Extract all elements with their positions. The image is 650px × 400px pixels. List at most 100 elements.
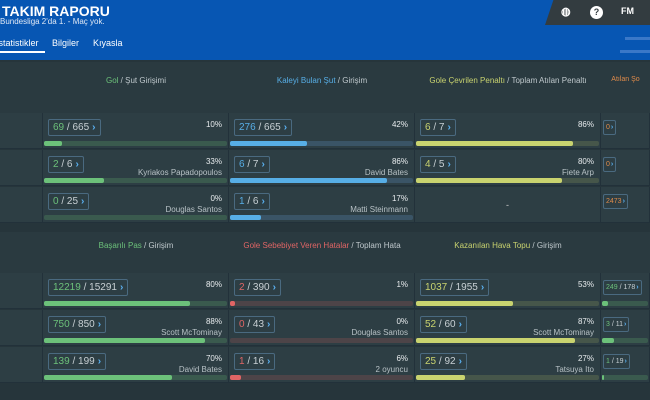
stat-value-button[interactable]: 69 / 665 › (48, 119, 101, 136)
stat-value: 750 (53, 319, 70, 330)
stat-value-button[interactable]: 25 / 92 › (420, 353, 467, 370)
active-tab-indicator (0, 51, 45, 53)
chevron-right-icon: › (75, 159, 79, 170)
stat-cell: 2473› (601, 187, 650, 223)
stat-total: 665 (72, 122, 90, 133)
stat-value-button[interactable]: 6 / 7 › (420, 119, 456, 136)
progress-bar (44, 338, 227, 343)
stat-percent: 53% (577, 280, 594, 289)
stat-percent: 87% (577, 317, 594, 326)
progress-fill (416, 338, 576, 343)
player-name: Kyriakos Papadopoulos (137, 168, 222, 177)
stat-percent: 86% (577, 120, 594, 129)
progress-bar (602, 338, 648, 343)
stat-value: 52 (425, 319, 437, 330)
stat-value-button[interactable]: 3 / 11› (603, 317, 630, 332)
stat-value-button[interactable]: 0› (603, 157, 617, 172)
chevron-right-icon: › (81, 196, 85, 207)
chevron-right-icon: › (458, 356, 462, 367)
stat-cell: 69 / 665 › 10% (43, 113, 229, 149)
column-header-metric: Gole Sebebiyet Veren Hatalar (243, 240, 350, 250)
stat-cell: 249 / 178› (601, 273, 650, 309)
help-icon[interactable]: ? (590, 6, 603, 19)
tab-info[interactable]: Bilgiler (52, 38, 80, 48)
stat-cell: 1 / 6 › 17% Matti Steinmann (229, 187, 415, 223)
stat-value-button[interactable]: 52 / 60 › (420, 316, 467, 333)
chevron-right-icon: › (447, 159, 451, 170)
progress-fill (230, 178, 388, 183)
stat-value-button[interactable]: 139 / 199 › (48, 353, 107, 370)
stat-total: 15291 (89, 282, 117, 293)
stat-value-button[interactable]: 1037 / 1955 › (420, 279, 490, 296)
player-name: Scott McTominay (533, 328, 594, 337)
stat-total: 92 (444, 356, 456, 367)
stat-value: 2 (239, 282, 245, 293)
stat-value: 0 (606, 124, 610, 131)
stat-value-button[interactable]: 2 / 6 › (48, 156, 84, 173)
stat-value-button[interactable]: 276 / 665 › (234, 119, 293, 136)
stat-percent: 10% (205, 120, 222, 129)
row-label (0, 347, 43, 383)
stat-value-button[interactable]: 0 / 43 › (234, 316, 276, 333)
column-header: Gole Sebebiyet Veren Hatalar / Toplam Ha… (229, 241, 415, 250)
player-name: Douglas Santos (165, 205, 222, 214)
row-label (0, 310, 43, 346)
stat-cell: 0 / 43 › 0% Douglas Santos (229, 310, 415, 346)
stat-value-button[interactable]: 2473› (603, 194, 628, 209)
fm-menu-button[interactable]: FM (621, 6, 634, 16)
stat-total: 25 (66, 196, 79, 207)
column-header-base: / Girişim (141, 240, 174, 250)
stat-total: 6 (66, 159, 73, 170)
stat-value: 249 (606, 284, 618, 291)
chevron-right-icon: › (622, 198, 625, 205)
column-header-metric: Atılan Şo (611, 75, 640, 83)
stat-value-button[interactable]: 0 / 25 › (48, 193, 90, 210)
column-header: Gole Çevrilen Penaltı / Toplam Atılan Pe… (415, 76, 601, 85)
stat-value: 1 (606, 358, 610, 365)
stat-value-button[interactable]: 1 / 16 › (234, 353, 276, 370)
stat-value-button[interactable]: 0› (603, 120, 617, 135)
stat-value-button[interactable]: 1 / 19› (603, 354, 630, 369)
player-name: David Bates (178, 365, 222, 374)
column-header: Kazanılan Hava Topu / Girişim (415, 241, 601, 250)
stat-value-button[interactable]: 6 / 7 › (234, 156, 270, 173)
stat-percent: 80% (577, 157, 594, 166)
progress-fill (602, 375, 605, 380)
stat-percent: 80% (205, 280, 222, 289)
player-name: Douglas Santos (351, 328, 408, 337)
stat-total: 43 (252, 319, 265, 330)
player-name: 2 oyuncu (375, 365, 408, 374)
tab-statistics[interactable]: İstatistikler (0, 38, 39, 48)
progress-fill (230, 141, 307, 146)
chevron-right-icon: › (624, 358, 627, 365)
chevron-right-icon: › (261, 196, 265, 207)
stat-total: 850 (78, 319, 95, 330)
stat-total: 19 (615, 358, 624, 365)
section-header (0, 62, 650, 113)
column-header-metric: Kazanılan Hava Topu (454, 240, 531, 250)
stat-value-button[interactable]: 249 / 178› (603, 280, 642, 295)
progress-bar (416, 141, 599, 146)
tab-compare[interactable]: Kıyasla (93, 38, 123, 48)
stat-value: 0 (53, 196, 59, 207)
stat-value-button[interactable]: 12219 / 15291 › (48, 279, 129, 296)
globe-icon[interactable]: ◍ (561, 6, 571, 18)
stat-value-button[interactable]: 4 / 5 › (420, 156, 456, 173)
chevron-right-icon: › (480, 282, 485, 293)
stat-value-button[interactable]: 750 / 850 › (48, 316, 107, 333)
stat-value-button[interactable]: 1 / 6 › (234, 193, 270, 210)
stat-value: 2473 (606, 198, 622, 205)
chevron-right-icon: › (119, 282, 124, 293)
stat-total: 16 (252, 356, 265, 367)
stat-cell: - (415, 187, 601, 223)
progress-bar (602, 375, 648, 380)
stat-value: 276 (239, 122, 256, 133)
stat-cell: 276 / 665 › 42% (229, 113, 415, 149)
stat-value-button[interactable]: 2 / 390 › (234, 279, 281, 296)
decor-stripe (625, 37, 650, 40)
stat-percent: 88% (205, 317, 222, 326)
chevron-right-icon: › (261, 159, 265, 170)
chevron-right-icon: › (267, 319, 271, 330)
progress-fill (230, 375, 241, 380)
stat-percent: 27% (577, 354, 594, 363)
